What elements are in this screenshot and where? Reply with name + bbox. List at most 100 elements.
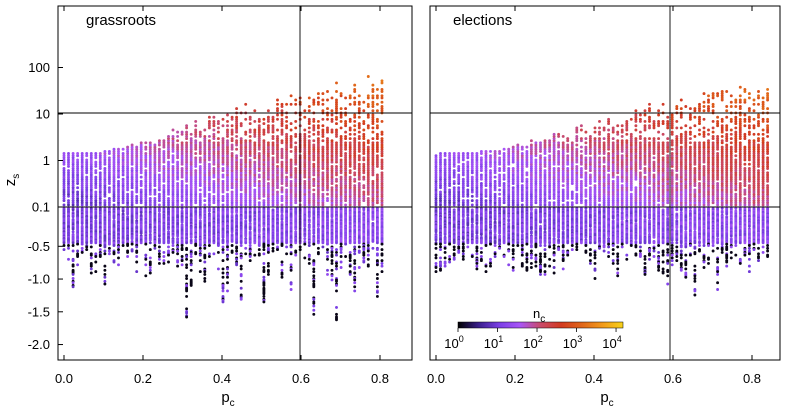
data-point <box>276 241 279 245</box>
data-point <box>89 192 93 196</box>
data-point <box>316 92 320 96</box>
data-point <box>271 242 275 246</box>
data-point <box>157 175 161 179</box>
data-point <box>330 215 334 219</box>
data-point <box>71 201 75 205</box>
data-point <box>335 122 338 126</box>
data-point <box>353 249 357 253</box>
data-point <box>330 139 334 143</box>
data-point <box>107 162 111 166</box>
data-point <box>189 132 193 136</box>
data-point <box>103 192 107 196</box>
data-point <box>71 158 75 162</box>
data-point <box>207 244 211 247</box>
data-point <box>157 257 161 261</box>
data-point <box>380 242 384 246</box>
data-point <box>121 156 125 160</box>
data-point <box>348 259 352 263</box>
data-point <box>248 249 252 253</box>
data-point <box>330 113 334 117</box>
data-point <box>262 117 266 121</box>
data-point <box>121 190 125 194</box>
data-point <box>117 149 120 153</box>
data-point <box>98 173 102 177</box>
data-point <box>107 249 111 253</box>
data-point <box>339 158 343 162</box>
data-point <box>157 147 161 151</box>
data-point <box>380 79 384 83</box>
data-point <box>253 119 257 123</box>
data-point <box>148 154 152 158</box>
data-point <box>448 260 452 264</box>
data-point <box>148 158 152 162</box>
data-point <box>312 143 316 147</box>
data-point <box>194 124 198 128</box>
data-point <box>375 253 379 257</box>
data-point <box>98 167 102 170</box>
data-point <box>312 188 316 192</box>
data-point <box>312 162 316 166</box>
data-point <box>362 248 366 252</box>
data-point <box>76 171 80 175</box>
data-point <box>71 182 75 185</box>
data-point <box>157 203 161 207</box>
data-point <box>330 164 334 168</box>
data-point <box>89 203 93 207</box>
data-point <box>280 268 284 272</box>
data-point <box>85 171 89 175</box>
data-point <box>80 179 84 183</box>
data-point <box>98 160 102 164</box>
data-point <box>139 201 143 205</box>
data-point <box>380 264 384 268</box>
data-point <box>366 244 370 247</box>
data-point <box>380 158 384 162</box>
data-point <box>271 124 275 128</box>
data-point <box>135 260 139 264</box>
data-point <box>312 98 316 102</box>
data-point <box>348 241 352 245</box>
data-point <box>448 188 452 192</box>
data-point <box>153 199 157 203</box>
data-point <box>144 152 148 155</box>
data-point <box>371 179 375 183</box>
data-point <box>221 124 225 128</box>
data-point <box>375 277 379 280</box>
data-point <box>162 194 166 198</box>
data-point <box>103 279 107 283</box>
data-point <box>157 164 161 168</box>
data-point <box>107 169 111 173</box>
data-point <box>353 289 357 293</box>
data-point <box>112 147 116 151</box>
data-point <box>226 248 229 252</box>
data-point <box>89 156 93 160</box>
data-point <box>107 242 111 246</box>
data-point <box>344 96 348 100</box>
data-point <box>162 164 166 168</box>
x-axis-label-main: p <box>221 389 229 406</box>
data-point <box>221 267 225 271</box>
data-point <box>62 203 66 207</box>
data-point <box>117 179 120 183</box>
data-point <box>280 275 284 279</box>
data-point <box>244 216 248 220</box>
data-point <box>248 115 252 119</box>
data-point <box>375 263 379 267</box>
data-point <box>312 242 316 246</box>
data-point <box>375 94 379 98</box>
data-point <box>62 186 66 190</box>
data-point <box>262 270 266 274</box>
data-point <box>457 164 461 168</box>
data-point <box>135 171 139 175</box>
data-point <box>135 160 139 164</box>
data-point <box>321 171 325 175</box>
data-point <box>203 270 207 274</box>
data-point <box>248 241 252 245</box>
data-point <box>62 160 66 164</box>
data-point <box>167 160 170 164</box>
data-point <box>89 158 93 162</box>
data-point <box>85 199 89 203</box>
data-point <box>71 169 75 173</box>
data-point <box>375 154 379 158</box>
data-point <box>167 241 170 245</box>
data-point <box>85 201 89 205</box>
